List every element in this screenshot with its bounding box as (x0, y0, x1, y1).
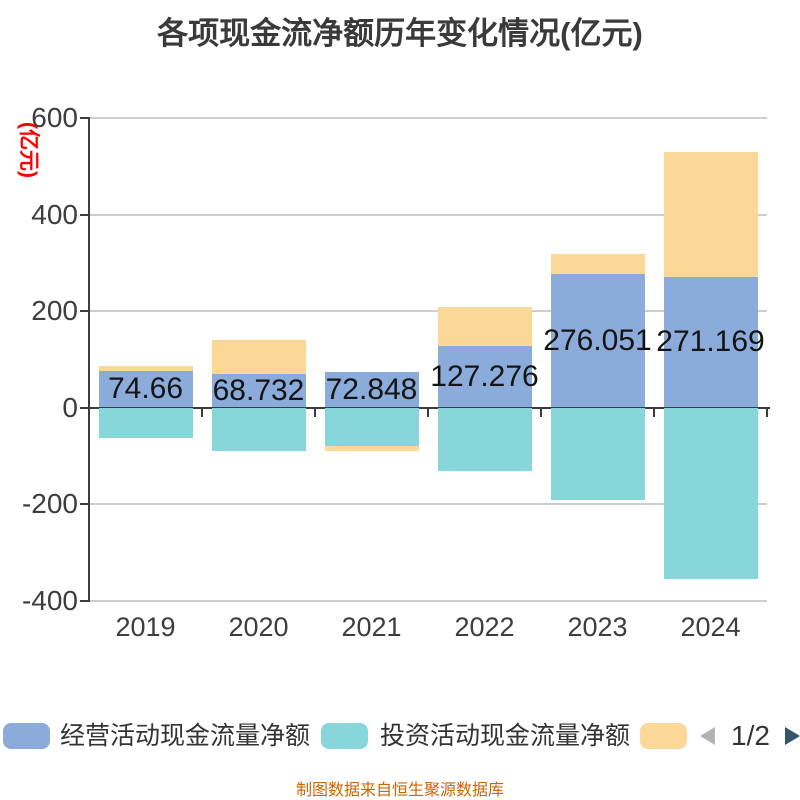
bar-value-label: 271.169 (656, 325, 765, 359)
bar-segment-2020 (211, 374, 306, 408)
bar-segment-2020 (211, 407, 306, 452)
y-tick-label: 200 (31, 295, 78, 326)
gridline (89, 599, 767, 602)
legend-swatch-third[interactable] (640, 723, 687, 749)
bar-segment-2019 (98, 365, 193, 372)
gridline (89, 117, 767, 119)
legend-page-indicator: 1/2 (731, 720, 770, 751)
chart-title: 各项现金流净额历年变化情况(亿元) (157, 16, 643, 51)
bar-segment-2024 (663, 407, 758, 579)
x-axis-tick (201, 407, 203, 417)
x-axis-label-2023: 2023 (567, 612, 628, 642)
bar-value-label: 72.848 (325, 372, 418, 406)
y-tick-label: -200 (21, 488, 78, 519)
gridline (89, 503, 767, 505)
x-axis-label-2024: 2024 (680, 612, 741, 642)
legend-next-arrow-icon[interactable] (785, 727, 800, 745)
y-axis-tick (80, 599, 89, 602)
x-axis-label-2020: 2020 (228, 612, 289, 642)
bar-segment-2023 (550, 274, 645, 408)
bar-segment-2022 (437, 307, 532, 347)
y-tick-label: 0 (62, 391, 78, 423)
gridline (89, 213, 767, 216)
x-axis-tick (653, 407, 655, 417)
bar-segment-2022 (437, 407, 532, 472)
bar-segment-2023 (550, 254, 645, 275)
legend-label-investing[interactable]: 投资活动现金流量净额 (380, 722, 631, 750)
x-axis-label-2021: 2021 (341, 612, 402, 642)
bar-segment-2022 (437, 346, 532, 408)
y-tick-label: 400 (31, 198, 78, 230)
y-axis-tick (80, 213, 89, 216)
x-axis-tick (427, 407, 429, 417)
bar-segment-2023 (550, 407, 645, 500)
x-axis-zero-line (89, 406, 770, 409)
x-axis-label-2022: 2022 (454, 612, 515, 642)
bar-segment-2024 (663, 276, 758, 408)
legend-swatch-operating[interactable] (3, 723, 50, 749)
bar-segment-2019 (98, 371, 193, 408)
y-tick-label: -400 (21, 584, 78, 616)
bar-segment-2021 (324, 372, 419, 408)
x-axis-label-2019: 2019 (115, 612, 176, 642)
bar-segment-2019 (98, 407, 193, 438)
legend-label-operating[interactable]: 经营活动现金流量净额 (60, 722, 311, 750)
y-tick-label: 600 (31, 102, 78, 133)
bar-segment-2021 (324, 446, 419, 451)
bar-value-label: 276.051 (543, 323, 652, 357)
x-axis-tick (766, 407, 768, 417)
bar-value-label: 74.66 (107, 372, 184, 406)
bar-segment-2021 (324, 407, 419, 447)
bar-segment-2024 (663, 151, 758, 277)
gridline (89, 310, 767, 312)
legend-prev-arrow-icon[interactable] (700, 727, 715, 745)
bar-value-label: 127.276 (430, 359, 539, 393)
y-axis-tick (80, 406, 89, 409)
bar-value-label: 68.732 (212, 373, 305, 407)
y-axis-tick (80, 503, 89, 505)
y-axis-tick (80, 117, 89, 119)
y-axis-tick (80, 310, 89, 312)
x-axis-tick (314, 407, 316, 417)
legend-swatch-investing[interactable] (321, 723, 368, 749)
y-axis-line (88, 117, 90, 602)
bar-segment-2020 (211, 339, 306, 375)
x-axis-tick (540, 407, 542, 417)
footer-source-note: 制图数据来自恒生聚源数据库 (295, 782, 504, 799)
